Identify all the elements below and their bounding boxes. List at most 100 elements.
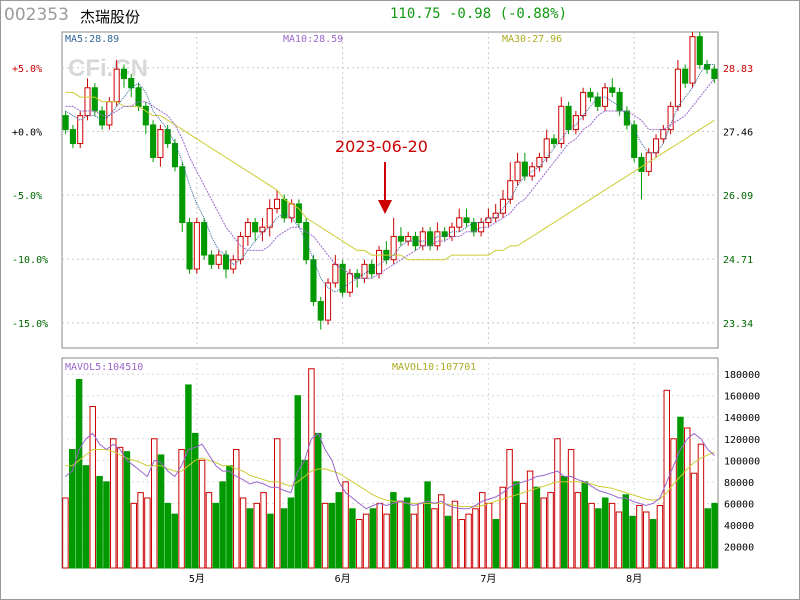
volume-bar — [492, 519, 500, 569]
candle-body — [99, 110, 106, 126]
candle-body — [281, 198, 288, 219]
right-price-tick: 27.46 — [723, 127, 753, 138]
volume-bar — [697, 443, 705, 569]
candle-body — [361, 263, 368, 279]
volume-bar — [369, 508, 377, 569]
candle-body — [208, 254, 215, 265]
candle-body — [711, 68, 718, 79]
candle-body — [324, 282, 332, 321]
volume-bar — [315, 432, 322, 569]
candle-body — [310, 259, 317, 303]
mavol10-line — [65, 449, 715, 508]
candle-body — [244, 222, 251, 237]
volume-bar — [615, 511, 623, 569]
candle-body — [164, 129, 171, 145]
volume-bar — [328, 502, 336, 569]
month-tick: 5月 — [189, 573, 205, 585]
volume-tick: 120000 — [724, 435, 760, 446]
left-percent-tick: -10.0% — [12, 255, 48, 266]
candle-body — [652, 138, 660, 154]
ma30-line — [65, 91, 715, 261]
volume-bar — [287, 497, 295, 569]
date-annotation: 2023-06-20 — [335, 137, 428, 156]
volume-bar — [130, 502, 137, 569]
candle-body — [237, 235, 244, 261]
candle-body — [186, 222, 193, 270]
candle-body — [295, 203, 302, 224]
volume-bar — [704, 508, 711, 569]
volume-bar — [253, 502, 260, 569]
volume-tick: 60000 — [724, 499, 754, 510]
candle-body — [215, 254, 222, 265]
stock-code: 002353 — [4, 5, 69, 25]
volume-bar — [185, 384, 192, 569]
candle-body — [288, 203, 295, 219]
volume-bar — [444, 515, 452, 569]
volume-bar — [349, 508, 356, 569]
volume-bar — [485, 502, 493, 569]
volume-bar — [82, 465, 90, 569]
volume-bar — [226, 465, 233, 569]
volume-bar — [356, 519, 363, 569]
price-panel-frame — [61, 31, 719, 349]
candle-body — [368, 263, 375, 275]
volume-bar — [526, 470, 534, 569]
candle-body — [91, 87, 98, 112]
candle-body — [704, 64, 711, 70]
volume-bar — [622, 494, 629, 569]
volume-panel-frame — [61, 357, 719, 569]
volume-tick: 140000 — [724, 413, 760, 424]
volume-bar — [75, 379, 83, 569]
candle-body — [142, 105, 149, 126]
candle-body — [332, 263, 339, 284]
volume-bar — [513, 481, 520, 569]
candle-body — [536, 156, 543, 168]
volume-bar — [431, 508, 438, 569]
volume-bar — [677, 416, 684, 569]
volume-bar — [171, 513, 178, 569]
volume-bar — [239, 497, 247, 569]
candle-body — [565, 105, 572, 131]
candle-body — [550, 138, 558, 145]
volume-bar — [335, 492, 342, 569]
volume-bar — [151, 438, 158, 569]
candle-body — [390, 235, 397, 261]
volume-bar — [233, 449, 240, 569]
candle-body — [434, 231, 441, 247]
volume-bar — [479, 492, 486, 569]
legend-ma5: MA5:28.89 — [65, 34, 119, 45]
left-percent-tick: -5.0% — [12, 191, 42, 202]
volume-bar — [417, 502, 424, 569]
volume-bar — [274, 438, 281, 569]
volume-tick: 20000 — [724, 542, 754, 553]
volume-bar — [520, 502, 527, 569]
candle-body — [594, 96, 601, 107]
candle-body — [631, 124, 638, 158]
axis-labels: +5.0% 28.83 +0.0% 27.46 -5.0% 26.09 -10.0% 24.7… — [12, 64, 760, 585]
candle-body — [609, 87, 616, 93]
candle-body — [492, 212, 499, 219]
volume-bar — [629, 515, 636, 569]
volume-bar — [567, 449, 575, 569]
candle-body — [427, 231, 434, 247]
volume-bar — [636, 505, 643, 569]
candle-body — [572, 115, 579, 131]
candle-body — [521, 161, 528, 177]
candle-body — [689, 36, 696, 84]
legend-mavol5: MAVOL5:104510 — [65, 362, 143, 373]
volume-bar — [198, 459, 206, 569]
legend-mavol10: MAVOL10:107701 — [392, 362, 476, 373]
candle-body — [150, 124, 157, 158]
volume-bar — [164, 502, 172, 569]
volume-bar — [533, 486, 541, 569]
moving-average-lines — [65, 64, 715, 293]
candle-body — [62, 115, 69, 131]
volume-bar — [663, 389, 670, 569]
volume-bar — [219, 481, 226, 569]
candle-body — [405, 235, 412, 242]
volume-tick: 80000 — [724, 478, 754, 489]
candle-body — [303, 222, 310, 261]
volume-bar — [588, 502, 595, 569]
right-price-tick: 26.09 — [723, 191, 753, 202]
